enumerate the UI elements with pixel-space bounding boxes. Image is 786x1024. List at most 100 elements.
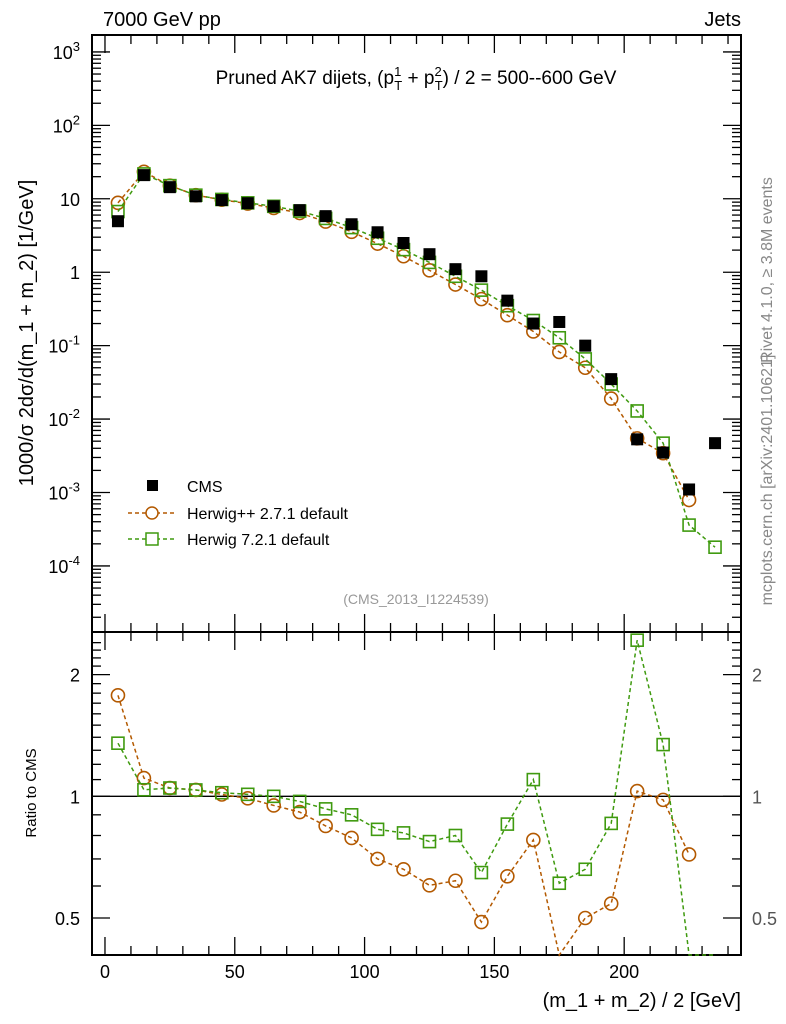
legend: CMS Herwig++ 2.7.1 default Herwig 7.2.1 … bbox=[128, 479, 349, 549]
ratio-point-herwigpp bbox=[603, 896, 619, 911]
header-left: 7000 GeV pp bbox=[103, 9, 221, 31]
data-point-herwig7 bbox=[552, 330, 567, 345]
x-tick-label: 0 bbox=[100, 962, 110, 982]
data-point-herwigpp bbox=[603, 391, 619, 406]
ratio-point-herwigpp bbox=[136, 770, 152, 786]
ratio-y-tick-label-right: 1 bbox=[752, 787, 762, 807]
ratio-point-herwig7 bbox=[604, 816, 619, 831]
legend-label-herwig7: Herwig 7.2.1 default bbox=[187, 532, 330, 549]
analysis-id: (CMS_2013_I1224539) bbox=[343, 591, 489, 607]
data-point-cms bbox=[189, 190, 202, 203]
series-line-herwigpp bbox=[117, 170, 690, 501]
ratio-point-herwig7 bbox=[318, 802, 333, 816]
ratio-point-herwig7 bbox=[578, 862, 593, 877]
ratio-point-herwigpp bbox=[681, 847, 697, 862]
data-point-cms bbox=[267, 200, 280, 213]
data-point-herwig7 bbox=[630, 404, 644, 418]
ratio-point-herwig7 bbox=[370, 822, 385, 837]
data-point-cms bbox=[527, 317, 540, 330]
data-point-cms bbox=[631, 433, 644, 446]
ratio-y-tick-label: 0.5 bbox=[55, 909, 80, 929]
x-tick-label: 200 bbox=[609, 962, 639, 982]
ratio-point-herwig7 bbox=[396, 826, 411, 840]
data-point-herwig7 bbox=[578, 352, 593, 366]
data-point-cms bbox=[371, 226, 384, 239]
data-point-cms bbox=[345, 218, 358, 231]
ratio-point-herwig7 bbox=[266, 789, 281, 804]
ratio-point-herwig7 bbox=[448, 828, 463, 843]
x-tick-label: 100 bbox=[350, 962, 380, 982]
ratio-y-tick-label: 2 bbox=[70, 666, 80, 686]
ratio-line-herwigpp bbox=[117, 695, 690, 957]
y-tick-label: 1 bbox=[70, 263, 80, 283]
legend-marker-herwig7 bbox=[145, 532, 159, 546]
ratio-point-herwig7 bbox=[111, 736, 125, 750]
ratio-point-herwig7 bbox=[215, 785, 229, 800]
data-point-cms bbox=[111, 215, 124, 228]
ratio-point-herwigpp bbox=[655, 792, 671, 808]
data-point-cms bbox=[449, 263, 462, 276]
ratio-point-herwig7 bbox=[552, 876, 567, 891]
y-tick-label: 10 bbox=[60, 190, 80, 210]
ratio-y-tick-label-right: 2 bbox=[752, 666, 762, 686]
data-point-cms bbox=[163, 181, 176, 194]
y-tick-label: 102 bbox=[53, 112, 80, 136]
mcplots-label: mcplots.cern.ch [arXiv:2401.10621] bbox=[759, 355, 776, 606]
series-line-herwig7 bbox=[117, 172, 716, 548]
chart-title: Pruned AK7 dijets, (p1 T + p2 T) / 2 = 500… bbox=[216, 64, 617, 93]
ratio-point-herwig7 bbox=[344, 808, 359, 822]
y-tick-label: 10-1 bbox=[48, 333, 80, 357]
data-point-herwigpp bbox=[577, 360, 593, 376]
x-tick-label: 50 bbox=[225, 962, 245, 982]
data-point-cms bbox=[241, 197, 254, 210]
ratio-point-herwigpp bbox=[318, 818, 333, 834]
ratio-point-herwigpp bbox=[474, 914, 489, 930]
ratio-point-herwigpp bbox=[448, 873, 463, 889]
ratio-line-herwig7 bbox=[117, 639, 716, 956]
ratio-point-herwigpp bbox=[370, 851, 385, 867]
data-point-herwigpp bbox=[448, 277, 463, 292]
ratio-y-tick-label-right: 0.5 bbox=[752, 909, 777, 929]
ratio-point-herwigpp bbox=[110, 688, 126, 703]
ratio-point-herwigpp bbox=[526, 832, 541, 848]
ratio-point-herwigpp bbox=[266, 798, 282, 813]
data-point-cms bbox=[657, 446, 670, 459]
data-point-cms bbox=[475, 270, 488, 283]
data-point-herwigpp bbox=[474, 291, 489, 307]
data-point-herwigpp bbox=[422, 263, 437, 278]
ratio-y-tick-label: 1 bbox=[70, 787, 80, 807]
ratio-point-herwig7 bbox=[422, 834, 437, 849]
ratio-point-herwig7 bbox=[137, 782, 151, 797]
y-tick-label: 10-2 bbox=[48, 406, 80, 430]
ratio-point-herwig7 bbox=[500, 817, 515, 831]
xlabel: (m_1 + m_2) / 2 [GeV] bbox=[543, 990, 741, 1012]
y-tick-label: 103 bbox=[53, 39, 80, 63]
ratio-point-herwig7 bbox=[474, 865, 489, 880]
data-point-cms bbox=[683, 483, 696, 496]
data-point-herwigpp bbox=[500, 307, 515, 323]
data-point-cms bbox=[709, 437, 722, 450]
legend-label-herwigpp: Herwig++ 2.7.1 default bbox=[187, 506, 349, 523]
header-right: Jets bbox=[704, 9, 741, 31]
ratio-point-herwig7 bbox=[163, 781, 177, 795]
main-ylabel: 1000/σ 2dσ/d(m_1 + m_2) [1/GeV] bbox=[16, 180, 38, 487]
data-point-cms bbox=[137, 169, 150, 182]
rivet-label: Rivet 4.1.0, ≥ 3.8M events bbox=[759, 177, 776, 363]
data-point-cms bbox=[553, 315, 566, 328]
data-point-herwig7 bbox=[708, 540, 722, 554]
data-point-cms bbox=[319, 210, 332, 223]
data-point-cms bbox=[605, 373, 618, 386]
y-tick-label: 10-4 bbox=[48, 553, 80, 577]
ratio-ylabel: Ratio to CMS bbox=[23, 748, 40, 837]
data-point-cms bbox=[579, 339, 592, 352]
legend-marker-cms bbox=[147, 480, 158, 491]
ratio-point-herwigpp bbox=[629, 783, 645, 799]
legend-marker-herwigpp bbox=[145, 506, 159, 520]
ratio-point-herwig7 bbox=[292, 794, 307, 809]
ratio-point-herwig7 bbox=[630, 633, 644, 647]
ratio-point-herwig7 bbox=[240, 787, 255, 802]
data-point-herwigpp bbox=[551, 344, 567, 360]
ratio-point-herwigpp bbox=[396, 861, 411, 877]
data-point-cms bbox=[501, 294, 514, 307]
data-point-cms bbox=[293, 204, 306, 217]
